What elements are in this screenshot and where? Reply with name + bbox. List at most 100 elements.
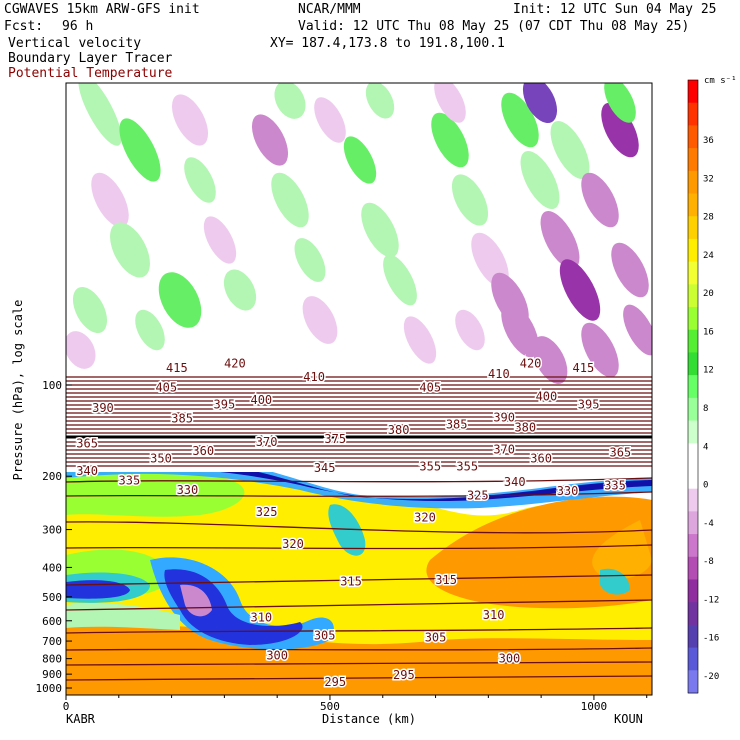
colorbar-tick-label: 12 (703, 366, 714, 376)
y-tick-label: 700 (42, 635, 62, 648)
left-station-label: KABR (66, 712, 95, 726)
colorbar-swatch (688, 443, 698, 467)
colorbar-swatch (688, 102, 698, 126)
colorbar-tick-label: 0 (703, 481, 708, 491)
theta-label: 345 (314, 461, 336, 475)
velocity-blob (532, 336, 568, 384)
colorbar-swatch (688, 465, 698, 490)
theta-label: 360 (192, 444, 214, 458)
theta-contour-line (66, 396, 652, 398)
theta-label: 360 (530, 452, 552, 466)
field-boundary-layer-tracer: Boundary Layer Tracer (8, 51, 173, 66)
theta-label: 415 (573, 361, 595, 375)
theta-label: 370 (256, 435, 278, 449)
theta-contour-line (66, 461, 652, 463)
velocity-blob (403, 316, 437, 364)
velocity-blob (91, 172, 129, 228)
x-tick-label: 1000 (581, 700, 608, 713)
theta-label: 300 (266, 648, 288, 662)
theta-label: 390 (92, 401, 114, 415)
theta-contour-line (66, 465, 652, 467)
theta-label: 320 (414, 511, 436, 525)
velocity-blob (520, 150, 560, 210)
colorbar-swatch (688, 284, 698, 308)
forecast-label: Fcst: (4, 19, 44, 34)
colorbar-swatch (688, 238, 698, 263)
colorbar-swatch (688, 352, 698, 376)
theta-label: 305 (425, 630, 447, 644)
velocity-blob (135, 309, 165, 351)
velocity-blob (455, 309, 485, 351)
y-axis-label: Pressure (hPa), log scale (11, 299, 25, 481)
velocity-blob (383, 254, 417, 306)
theta-label: 335 (119, 474, 141, 488)
colorbar-swatch (688, 420, 698, 444)
center-title: NCAR/MMM (298, 2, 361, 17)
velocity-blob (451, 174, 489, 226)
theta-contour-line (66, 521, 652, 534)
velocity-blob (581, 322, 619, 378)
velocity-blob (431, 112, 469, 168)
theta-label: 405 (155, 381, 177, 395)
colorbar-swatch (688, 307, 698, 331)
velocity-blob (314, 97, 346, 143)
theta-label: 355 (456, 460, 478, 474)
colorbar-swatch (688, 602, 698, 626)
colorbar-swatch (688, 488, 698, 512)
colorbar-swatch (688, 193, 698, 217)
theta-label: 400 (250, 393, 272, 407)
colorbar-tick-label: -20 (703, 672, 719, 682)
theta-label: 325 (467, 489, 489, 503)
theta-label: 330 (177, 483, 199, 497)
velocity-blob (611, 242, 649, 298)
theta-contour-line (66, 445, 652, 447)
y-tick-label: 400 (42, 561, 62, 574)
cross-section-endpoints: XY= 187.4,173.8 to 191.8,100.1 (270, 36, 505, 51)
colorbar-tick-label: 16 (703, 327, 714, 337)
theta-label: 405 (419, 381, 441, 395)
colorbar-tick-label: -12 (703, 595, 719, 605)
model-title: CGWAVES 15km ARW-GFS init (4, 2, 200, 17)
theta-contour-line (66, 627, 652, 634)
theta-label: 310 (250, 610, 272, 624)
velocity-blob (434, 83, 466, 123)
velocity-blob (271, 172, 309, 228)
theta-contour-line (66, 388, 652, 390)
colorbar-tick-label: 4 (703, 442, 708, 452)
x-tick-label: 500 (320, 700, 340, 713)
theta-contour-line (66, 416, 652, 418)
colorbar-swatch (688, 670, 698, 694)
colorbar-tick-label: 8 (703, 404, 708, 414)
y-tick-label: 200 (42, 470, 62, 483)
colorbar-units: cm s⁻¹ (704, 76, 737, 86)
patch-orange (592, 520, 652, 580)
velocity-blob (343, 136, 377, 184)
field-vertical-velocity: Vertical velocity (8, 36, 142, 51)
velocity-blob (559, 259, 601, 321)
velocity-blob (223, 269, 257, 311)
theta-label: 385 (171, 412, 193, 426)
theta-label: 385 (446, 417, 468, 431)
theta-label: 380 (514, 420, 536, 434)
velocity-blob (540, 210, 580, 270)
theta-contour-line (66, 453, 652, 455)
colorbar-swatch (688, 579, 698, 603)
theta-contour-line (66, 477, 652, 483)
theta-label: 310 (483, 608, 505, 622)
colorbar-swatch (688, 647, 698, 671)
theta-label: 390 (493, 410, 515, 424)
y-tick-label: 300 (42, 524, 62, 537)
theta-label: 395 (578, 398, 600, 412)
theta-label: 365 (76, 437, 98, 451)
theta-contour-line (66, 675, 652, 681)
right-station-label: KOUN (614, 712, 643, 726)
theta-contour-line (66, 457, 652, 459)
colorbar-swatch (688, 397, 698, 422)
theta-label: 330 (557, 484, 579, 498)
velocity-blob (78, 83, 122, 146)
y-tick-label: 800 (42, 653, 62, 666)
velocity-blob (294, 238, 326, 282)
theta-label: 420 (520, 357, 542, 371)
colorbar-swatch (688, 148, 698, 172)
theta-contour-line (66, 420, 652, 422)
